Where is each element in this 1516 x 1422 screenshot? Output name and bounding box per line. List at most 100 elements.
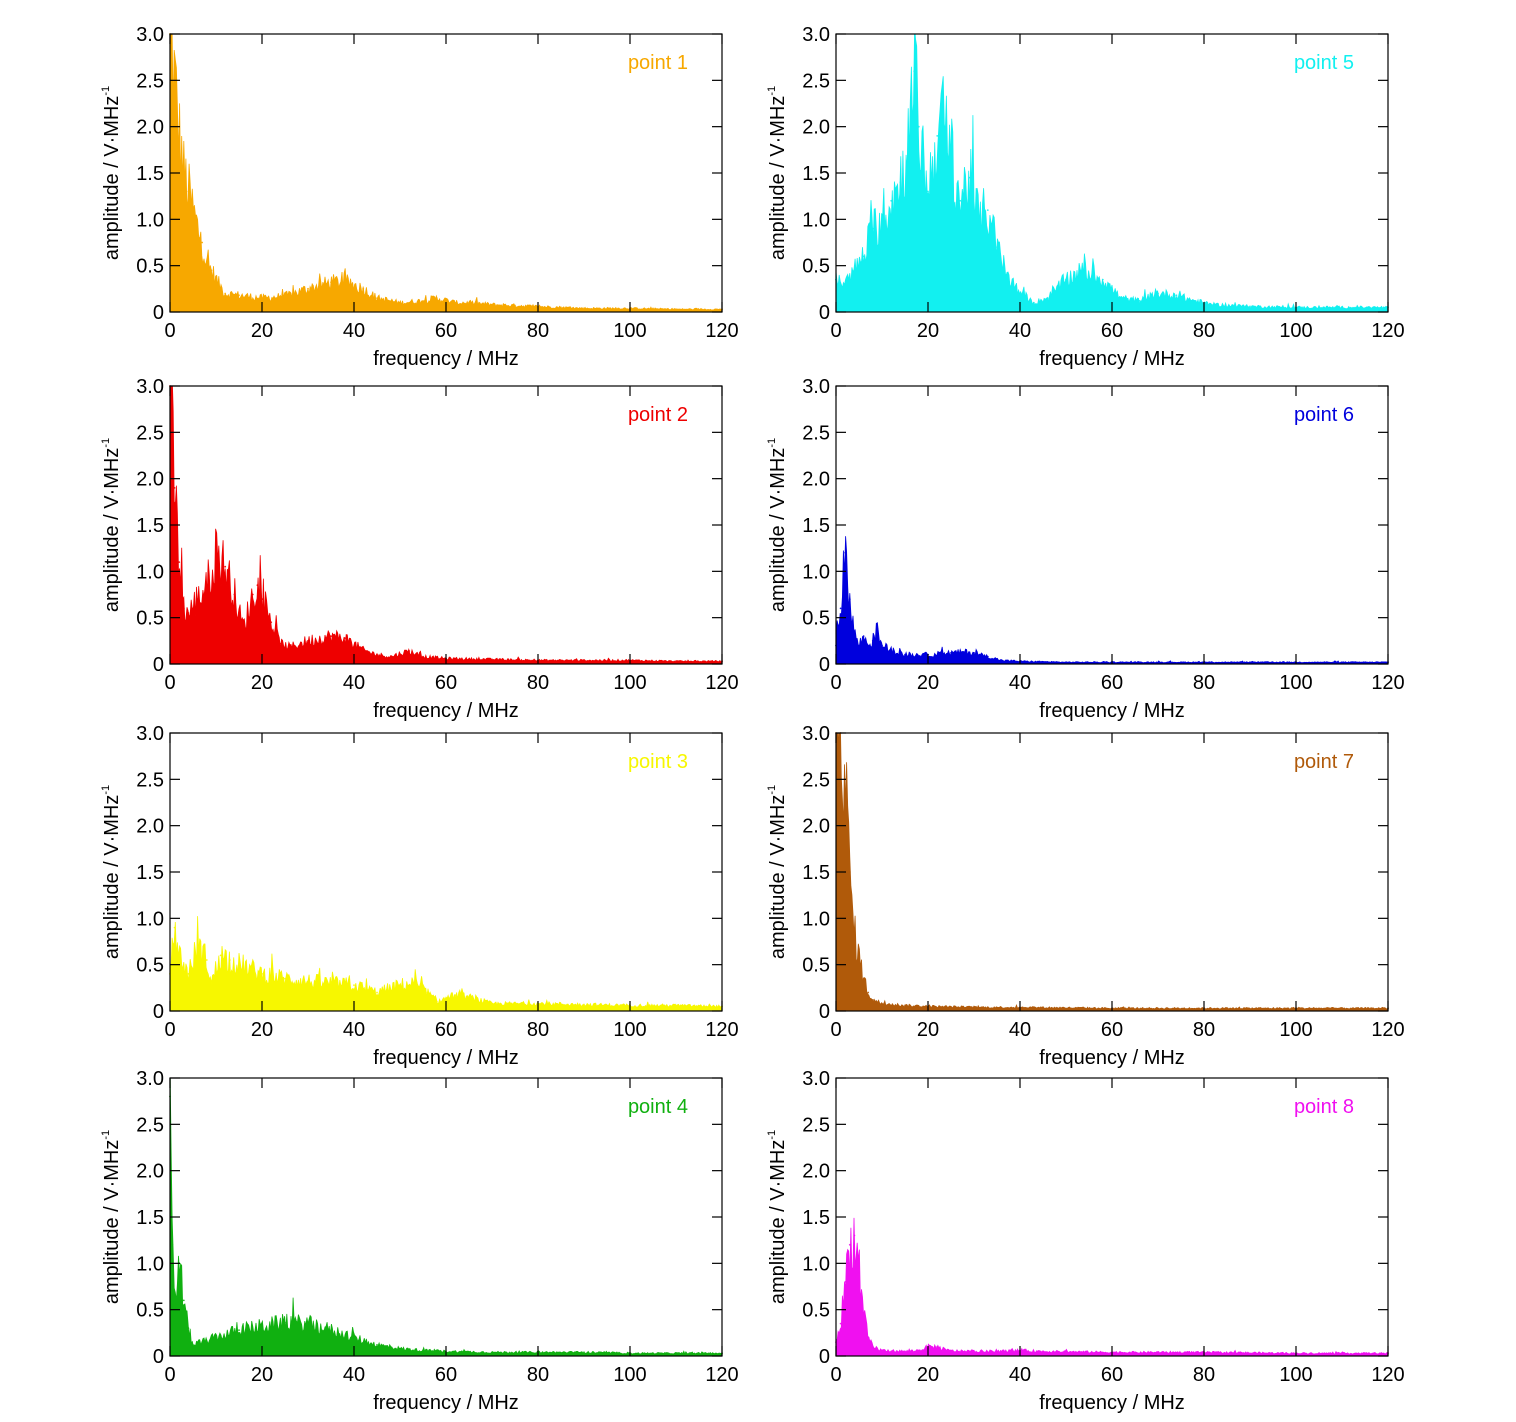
chart-6-ytick-label-4: 2.0 — [802, 469, 830, 491]
chart-1-ylabel: amplitude / V·MHz-1 — [100, 86, 123, 260]
chart-5: 0 20 40 60 80 100 120 0 0.5 1.0 1.5 2.0 2.5 3.0 freque… — [766, 24, 1405, 370]
chart-6-ytick-label-6: 3.0 — [802, 376, 830, 398]
chart-5-ytick-label-0: 0 — [819, 302, 830, 324]
chart-6-point-17 — [986, 655, 989, 658]
chart-5-point-27 — [1120, 297, 1123, 299]
chart-5-point-10 — [917, 125, 920, 128]
chart-5-point-2 — [853, 269, 856, 272]
chart-6-xtick-label-6: 120 — [1371, 672, 1404, 694]
chart-3-point-21 — [468, 996, 470, 998]
chart-1-plot-frame — [169, 33, 723, 313]
chart-7-point-8 — [871, 999, 874, 1001]
chart-4-point-5 — [187, 1327, 190, 1330]
chart-1-legend-label: point 1 — [628, 52, 688, 74]
chart-6-legend-label: point 6 — [1294, 404, 1354, 426]
chart-1: 0 20 40 60 80 100 120 0 0.5 1.0 1.5 2.0 2.5 3.0 freque… — [100, 24, 739, 370]
chart-6-point-3 — [848, 598, 851, 600]
chart-1-series-area — [170, 34, 722, 312]
chart-4-ytick-label-5: 2.5 — [136, 1114, 164, 1136]
chart-6-point-18 — [1000, 659, 1003, 662]
chart-2-legend-label: point 2 — [628, 404, 688, 426]
chart-2-xlabel: frequency / MHz — [373, 700, 519, 722]
chart-5-ytick-label-2: 1.0 — [802, 209, 830, 231]
chart-8-point-16 — [996, 1350, 998, 1353]
chart-6-point-9 — [876, 627, 879, 630]
chart-3-point-19 — [435, 1000, 438, 1003]
chart-7-xtick-label-3: 60 — [1101, 1019, 1123, 1041]
chart-8-point-4 — [853, 1234, 856, 1237]
chart-2-point-12 — [251, 593, 254, 596]
chart-2-point-10 — [238, 612, 240, 614]
chart-2-point-2 — [178, 561, 181, 563]
chart-2-point-17 — [288, 646, 291, 649]
chart-2-ytick-label-6: 3.0 — [136, 376, 164, 398]
chart-3-ytick-label-5: 2.5 — [136, 769, 164, 791]
chart-1-point-31 — [675, 308, 677, 311]
chart-4-point-12 — [307, 1322, 309, 1325]
chart-1-xtick-label-2: 40 — [343, 320, 365, 342]
chart-4-point-11 — [284, 1321, 286, 1324]
chart-8-xtick-label-1: 20 — [917, 1364, 939, 1386]
chart-2-xtick-label-5: 100 — [613, 672, 646, 694]
chart-5-ylabel: amplitude / V·MHz-1 — [766, 86, 789, 260]
chart-5-point-9 — [913, 70, 916, 72]
chart-6-point-16 — [973, 652, 975, 654]
chart-1-xlabel: frequency / MHz — [373, 348, 519, 370]
chart-5-legend-label: point 5 — [1294, 52, 1354, 74]
chart-2-ytick-label-2: 1.0 — [136, 561, 164, 583]
chart-3-point-16 — [399, 984, 401, 986]
chart-3-ylabel-superscript: -1 — [100, 785, 112, 795]
chart-6-xtick-label-4: 80 — [1193, 672, 1215, 694]
chart-7-xtick-label-0: 0 — [830, 1019, 841, 1041]
chart-5-point-4 — [871, 227, 874, 230]
chart-3-xtick-label-1: 20 — [251, 1019, 273, 1041]
chart-1-point-29 — [583, 307, 585, 310]
chart-8-ylabel-text: amplitude / V·MHz — [767, 1140, 789, 1305]
chart-1-ytick-label-5: 2.5 — [136, 70, 164, 92]
chart-2-point-21 — [362, 649, 365, 651]
chart-6-plot-frame — [835, 385, 1389, 665]
chart-8-ytick-label-5: 2.5 — [802, 1114, 830, 1136]
chart-4: 0 20 40 60 80 100 120 0 0.5 1.0 1.5 2.0 2.5 3.0 freque… — [100, 1068, 739, 1414]
chart-8-point-2 — [844, 1281, 847, 1283]
chart-6-ylabel-superscript: -1 — [766, 438, 778, 448]
chart-3-point-6 — [210, 982, 213, 985]
chart-4-point-6 — [192, 1344, 194, 1346]
chart-5-point-33 — [1249, 305, 1251, 308]
chart-3-point-15 — [376, 991, 378, 994]
chart-2-point-9 — [233, 593, 236, 596]
chart-3-point-3 — [187, 973, 190, 975]
chart-8-xtick-label-4: 80 — [1193, 1364, 1215, 1386]
chart-8-xtick-label-6: 120 — [1371, 1364, 1404, 1386]
chart-4-ylabel: amplitude / V·MHz-1 — [100, 1130, 123, 1304]
chart-4-ylabel-superscript: -1 — [100, 1130, 112, 1140]
chart-7-point-4 — [853, 931, 856, 934]
chart-2-xtick-label-4: 80 — [527, 672, 549, 694]
chart-7-ytick-label-4: 2.0 — [802, 816, 830, 838]
chart-6-ytick-label-0: 0 — [819, 654, 830, 676]
chart-6-point-10 — [881, 644, 883, 647]
chart-2-point-14 — [261, 598, 263, 600]
chart-3-point-18 — [426, 991, 429, 994]
chart-1-ytick-label-1: 0.5 — [136, 256, 164, 278]
chart-4-legend-label: point 4 — [628, 1096, 688, 1118]
chart-2-point-5 — [196, 598, 199, 600]
chart-6-xtick-label-1: 20 — [917, 672, 939, 694]
chart-4-ytick-label-0: 0 — [153, 1346, 164, 1368]
chart-6-point-12 — [904, 653, 906, 656]
chart-3-legend-label: point 3 — [628, 751, 688, 773]
chart-5-point-35 — [1341, 306, 1343, 309]
chart-8-xtick-label-5: 100 — [1279, 1364, 1312, 1386]
chart-2-ytick-label-0: 0 — [153, 654, 164, 676]
chart-6-xlabel: frequency / MHz — [1039, 700, 1185, 722]
chart-1-xtick-label-4: 80 — [527, 320, 549, 342]
chart-4-point-23 — [675, 1352, 677, 1355]
chart-1-point-23 — [454, 301, 457, 304]
chart-5-xtick-label-6: 120 — [1371, 320, 1404, 342]
chart-7-xtick-label-2: 40 — [1009, 1019, 1031, 1041]
chart-4-ylabel-text: amplitude / V·MHz — [101, 1140, 123, 1305]
chart-1-point-4 — [187, 190, 190, 193]
chart-8-ytick-label-1: 0.5 — [802, 1300, 830, 1322]
chart-5-ytick-label-1: 0.5 — [802, 256, 830, 278]
chart-6-series-area — [836, 536, 1388, 664]
